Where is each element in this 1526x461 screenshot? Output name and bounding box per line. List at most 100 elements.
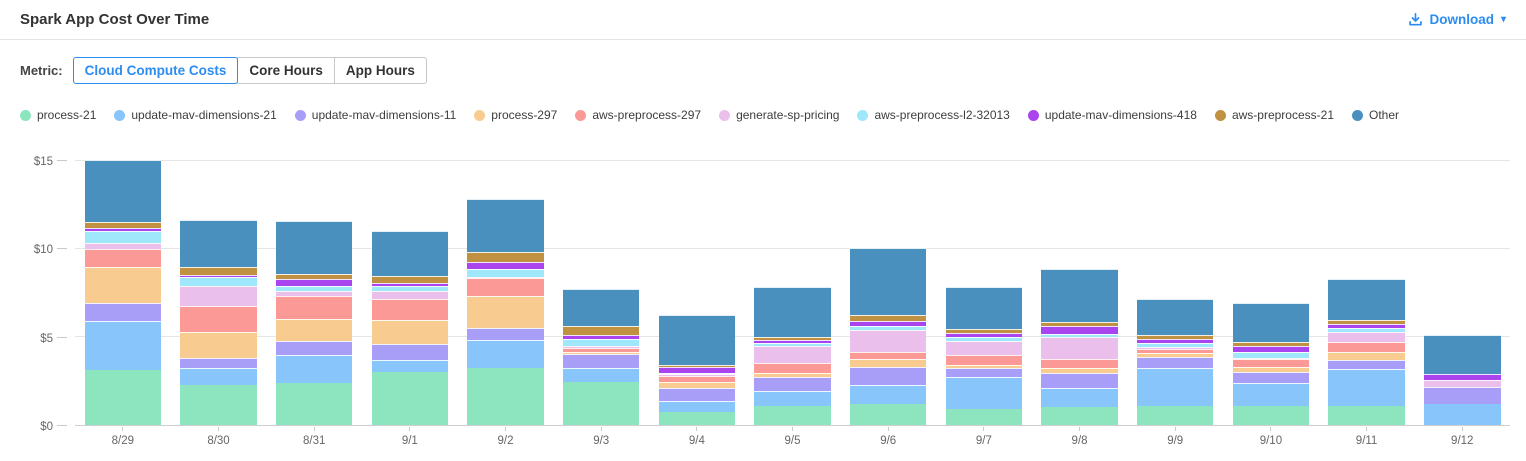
bar-segment-other[interactable] bbox=[754, 287, 831, 337]
bar-segment-aws-preprocess-l2-32013[interactable] bbox=[754, 342, 831, 347]
bar-segment-update-mav-dimensions-11[interactable] bbox=[1136, 356, 1214, 368]
bar-9-11[interactable] bbox=[1328, 279, 1405, 425]
bar-segment-generate-sp-pricing[interactable] bbox=[562, 346, 640, 349]
bar-segment-aws-preprocess-297[interactable] bbox=[1232, 358, 1310, 367]
bar-segment-update-mav-dimensions-11[interactable] bbox=[849, 366, 927, 386]
bar-9-1[interactable] bbox=[371, 231, 449, 425]
bar-9-9[interactable] bbox=[1136, 299, 1214, 425]
bar-segment-generate-sp-pricing[interactable] bbox=[275, 291, 353, 296]
bar-segment-other[interactable] bbox=[562, 288, 640, 326]
bar-segment-process-21[interactable] bbox=[275, 383, 353, 425]
bar-segment-update-mav-dimensions-11[interactable] bbox=[467, 327, 544, 341]
bar-8-29[interactable] bbox=[84, 159, 162, 425]
bar-segment-aws-preprocess-297[interactable] bbox=[1136, 348, 1214, 354]
bar-segment-process-297[interactable] bbox=[849, 358, 927, 367]
bar-segment-update-mav-dimensions-418[interactable] bbox=[1041, 325, 1118, 334]
bar-segment-other[interactable] bbox=[945, 286, 1023, 329]
bar-segment-update-mav-dimensions-11[interactable] bbox=[754, 377, 831, 391]
bar-segment-aws-preprocess-297[interactable] bbox=[1328, 341, 1405, 352]
bar-segment-process-297[interactable] bbox=[1136, 353, 1214, 357]
bar-segment-process-21[interactable] bbox=[754, 406, 831, 425]
bar-segment-process-297[interactable] bbox=[1041, 368, 1118, 373]
bar-9-5[interactable] bbox=[754, 287, 831, 425]
bar-segment-generate-sp-pricing[interactable] bbox=[1041, 336, 1118, 359]
bar-segment-update-mav-dimensions-418[interactable] bbox=[371, 282, 449, 287]
bar-segment-other[interactable] bbox=[371, 231, 449, 276]
bar-segment-update-mav-dimensions-418[interactable] bbox=[84, 227, 162, 232]
bar-segment-other[interactable] bbox=[658, 315, 736, 365]
bar-segment-update-mav-dimensions-11[interactable] bbox=[371, 343, 449, 360]
bar-segment-other[interactable] bbox=[1136, 299, 1214, 335]
bar-segment-aws-preprocess-297[interactable] bbox=[849, 351, 927, 359]
bar-segment-update-mav-dimensions-418[interactable] bbox=[562, 334, 640, 340]
bar-9-4[interactable] bbox=[658, 315, 736, 425]
bar-segment-process-297[interactable] bbox=[467, 295, 544, 328]
bar-segment-other[interactable] bbox=[1423, 334, 1501, 374]
bar-segment-update-mav-dimensions-21[interactable] bbox=[180, 368, 257, 386]
bar-segment-process-21[interactable] bbox=[1041, 407, 1118, 425]
bar-segment-generate-sp-pricing[interactable] bbox=[1136, 347, 1214, 349]
bar-segment-process-297[interactable] bbox=[84, 266, 162, 303]
bar-segment-update-mav-dimensions-11[interactable] bbox=[562, 354, 640, 369]
bar-segment-aws-preprocess-297[interactable] bbox=[275, 295, 353, 319]
bar-segment-process-297[interactable] bbox=[1232, 366, 1310, 372]
bar-segment-aws-preprocess-l2-32013[interactable] bbox=[371, 286, 449, 292]
bar-segment-aws-preprocess-297[interactable] bbox=[658, 376, 736, 382]
bar-8-30[interactable] bbox=[180, 219, 257, 425]
bar-segment-update-mav-dimensions-21[interactable] bbox=[562, 368, 640, 382]
bar-segment-aws-preprocess-297[interactable] bbox=[180, 305, 257, 333]
bar-segment-aws-preprocess-l2-32013[interactable] bbox=[562, 339, 640, 347]
bar-segment-process-21[interactable] bbox=[849, 403, 927, 425]
bar-segment-process-21[interactable] bbox=[371, 371, 449, 425]
download-button[interactable]: Download ▾ bbox=[1408, 12, 1506, 27]
bar-9-8[interactable] bbox=[1041, 269, 1118, 425]
bar-segment-generate-sp-pricing[interactable] bbox=[84, 242, 162, 249]
bar-segment-aws-preprocess-21[interactable] bbox=[562, 325, 640, 335]
bar-8-31[interactable] bbox=[275, 220, 353, 425]
bar-segment-aws-preprocess-21[interactable] bbox=[467, 252, 544, 263]
legend-item-process-21[interactable]: process-21 bbox=[20, 108, 96, 122]
bar-segment-aws-preprocess-297[interactable] bbox=[84, 248, 162, 267]
bar-segment-update-mav-dimensions-21[interactable] bbox=[849, 385, 927, 404]
bar-segment-update-mav-dimensions-418[interactable] bbox=[1423, 373, 1501, 380]
legend-item-update-mav-dimensions-11[interactable]: update-mav-dimensions-11 bbox=[294, 108, 456, 122]
bar-segment-aws-preprocess-297[interactable] bbox=[467, 278, 544, 296]
bar-segment-process-21[interactable] bbox=[562, 381, 640, 425]
bar-segment-aws-preprocess-297[interactable] bbox=[754, 363, 831, 373]
bar-segment-update-mav-dimensions-11[interactable] bbox=[1041, 372, 1118, 388]
bar-segment-process-297[interactable] bbox=[658, 381, 736, 388]
bar-segment-aws-preprocess-297[interactable] bbox=[562, 348, 640, 352]
bar-segment-other[interactable] bbox=[84, 159, 162, 223]
bar-segment-update-mav-dimensions-21[interactable] bbox=[275, 355, 353, 384]
metric-tab-cloud-compute-costs[interactable]: Cloud Compute Costs bbox=[72, 57, 239, 84]
bar-segment-aws-preprocess-21[interactable] bbox=[180, 266, 257, 275]
legend-item-update-mav-dimensions-21[interactable]: update-mav-dimensions-21 bbox=[114, 108, 277, 122]
bar-segment-other[interactable] bbox=[467, 198, 544, 253]
bar-segment-generate-sp-pricing[interactable] bbox=[945, 341, 1023, 356]
bar-segment-update-mav-dimensions-418[interactable] bbox=[1136, 339, 1214, 343]
bar-segment-aws-preprocess-21[interactable] bbox=[1041, 321, 1118, 326]
bar-segment-aws-preprocess-21[interactable] bbox=[754, 336, 831, 341]
bar-segment-generate-sp-pricing[interactable] bbox=[658, 373, 736, 377]
bar-segment-process-297[interactable] bbox=[371, 319, 449, 344]
bar-segment-aws-preprocess-21[interactable] bbox=[849, 315, 927, 321]
legend-item-aws-preprocess-l2-32013[interactable]: aws-preprocess-l2-32013 bbox=[857, 108, 1010, 122]
bar-segment-aws-preprocess-l2-32013[interactable] bbox=[275, 286, 353, 292]
legend-item-aws-preprocess-297[interactable]: aws-preprocess-297 bbox=[575, 108, 701, 122]
legend-item-update-mav-dimensions-418[interactable]: update-mav-dimensions-418 bbox=[1027, 108, 1197, 122]
bar-segment-other[interactable] bbox=[849, 248, 927, 316]
bar-segment-update-mav-dimensions-11[interactable] bbox=[945, 368, 1023, 378]
bar-segment-generate-sp-pricing[interactable] bbox=[467, 277, 544, 279]
bar-segment-process-297[interactable] bbox=[945, 364, 1023, 369]
bar-9-7[interactable] bbox=[945, 286, 1023, 425]
bar-segment-generate-sp-pricing[interactable] bbox=[754, 346, 831, 364]
bar-segment-aws-preprocess-l2-32013[interactable] bbox=[1136, 342, 1214, 348]
bar-segment-other[interactable] bbox=[275, 220, 353, 274]
bar-segment-update-mav-dimensions-418[interactable] bbox=[467, 262, 544, 270]
bar-segment-update-mav-dimensions-21[interactable] bbox=[371, 359, 449, 372]
bar-segment-process-297[interactable] bbox=[754, 372, 831, 378]
bar-segment-aws-preprocess-l2-32013[interactable] bbox=[1328, 327, 1405, 333]
bar-segment-update-mav-dimensions-11[interactable] bbox=[275, 341, 353, 356]
bar-segment-generate-sp-pricing[interactable] bbox=[1232, 357, 1310, 359]
bar-segment-aws-preprocess-l2-32013[interactable] bbox=[945, 337, 1023, 341]
